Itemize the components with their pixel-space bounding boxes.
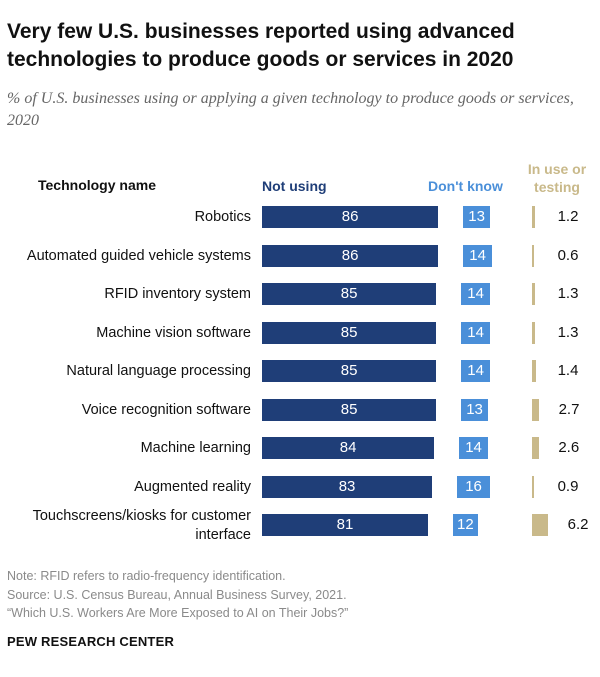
note-text: Note: RFID refers to radio-frequency ide… — [7, 569, 286, 583]
value-label-dont-know: 14 — [467, 324, 484, 341]
bar-not-using — [262, 360, 437, 382]
value-label-dont-know: 12 — [457, 516, 474, 533]
pew-research-center-logo: PEW RESEARCH CENTER — [7, 634, 175, 649]
bar-dont-know — [463, 245, 492, 267]
bar-not-using — [262, 514, 429, 536]
row-label: Augmented reality — [134, 479, 251, 495]
value-label-not-using: 83 — [338, 478, 356, 495]
bar-dont-know — [461, 399, 488, 421]
bar-in-use — [532, 437, 539, 459]
bar-in-use — [532, 322, 536, 344]
column-header-dont-know: Don't know — [428, 178, 503, 194]
bar-in-use — [532, 514, 549, 536]
value-label-not-using: 81 — [336, 516, 354, 533]
bar-not-using — [262, 322, 437, 344]
value-label-not-using: 84 — [339, 439, 357, 456]
bar-dont-know — [457, 476, 490, 498]
value-label-not-using: 85 — [340, 401, 358, 418]
source-text: Source: U.S. Census Bureau, Annual Busin… — [7, 588, 347, 602]
value-label-dont-know: 14 — [467, 285, 484, 302]
value-label-dont-know: 14 — [465, 439, 482, 456]
bar-in-use — [532, 476, 535, 498]
row-label: Touchscreens/kiosks for customer interfa… — [32, 508, 251, 543]
bar-not-using — [262, 399, 437, 421]
bar-dont-know — [461, 360, 490, 382]
row-label: Voice recognition software — [81, 402, 251, 418]
bar-not-using — [262, 206, 439, 228]
bar-dont-know — [453, 514, 478, 536]
report-text: “Which U.S. Workers Are More Exposed to … — [7, 606, 349, 620]
value-label-dont-know: 13 — [466, 401, 483, 418]
row-label: Robotics — [194, 209, 251, 225]
value-label-not-using: 86 — [341, 208, 359, 225]
chart-subtitle: % of U.S. businesses using or applying a… — [7, 90, 574, 129]
row-label: Machine learning — [140, 440, 251, 456]
value-label-not-using: 86 — [341, 247, 359, 264]
value-label-in-use: 2.7 — [558, 401, 580, 418]
column-header-not-using: Not using — [262, 178, 327, 194]
value-label-not-using: 85 — [340, 285, 358, 302]
column-header-in-use: In use or testing — [527, 161, 587, 195]
bar-dont-know — [463, 206, 490, 228]
row-label: Automated guided vehicle systems — [26, 248, 251, 264]
row-label: Natural language processing — [66, 363, 251, 379]
bar-not-using — [262, 283, 437, 305]
chart-title: Very few U.S. businesses reported using … — [7, 20, 515, 71]
value-label-not-using: 85 — [340, 324, 358, 341]
value-label-dont-know: 14 — [469, 247, 486, 264]
value-label-dont-know: 13 — [468, 208, 485, 225]
value-label-in-use: 0.6 — [557, 247, 579, 264]
bar-in-use — [532, 245, 534, 267]
value-label-in-use: 6.2 — [567, 516, 589, 533]
bar-dont-know — [459, 437, 488, 459]
bar-not-using — [262, 245, 439, 267]
bar-dont-know — [461, 322, 490, 344]
bar-in-use — [532, 399, 540, 421]
row-label: Machine vision software — [96, 325, 251, 341]
value-label-dont-know: 16 — [465, 478, 482, 495]
bar-in-use — [532, 283, 536, 305]
value-label-in-use: 1.4 — [557, 362, 579, 379]
column-header-technology: Technology name — [38, 177, 156, 193]
bar-dont-know — [461, 283, 490, 305]
value-label-in-use: 1.3 — [557, 285, 579, 302]
value-label-in-use: 2.6 — [558, 439, 580, 456]
value-label-in-use: 1.3 — [557, 324, 579, 341]
bar-not-using — [262, 437, 435, 459]
value-label-in-use: 1.2 — [557, 208, 579, 225]
bar-in-use — [532, 206, 536, 228]
value-label-in-use: 0.9 — [557, 478, 579, 495]
value-label-not-using: 85 — [340, 362, 358, 379]
value-label-dont-know: 14 — [467, 362, 484, 379]
bar-not-using — [262, 476, 433, 498]
bar-in-use — [532, 360, 536, 382]
row-label: RFID inventory system — [104, 286, 251, 302]
